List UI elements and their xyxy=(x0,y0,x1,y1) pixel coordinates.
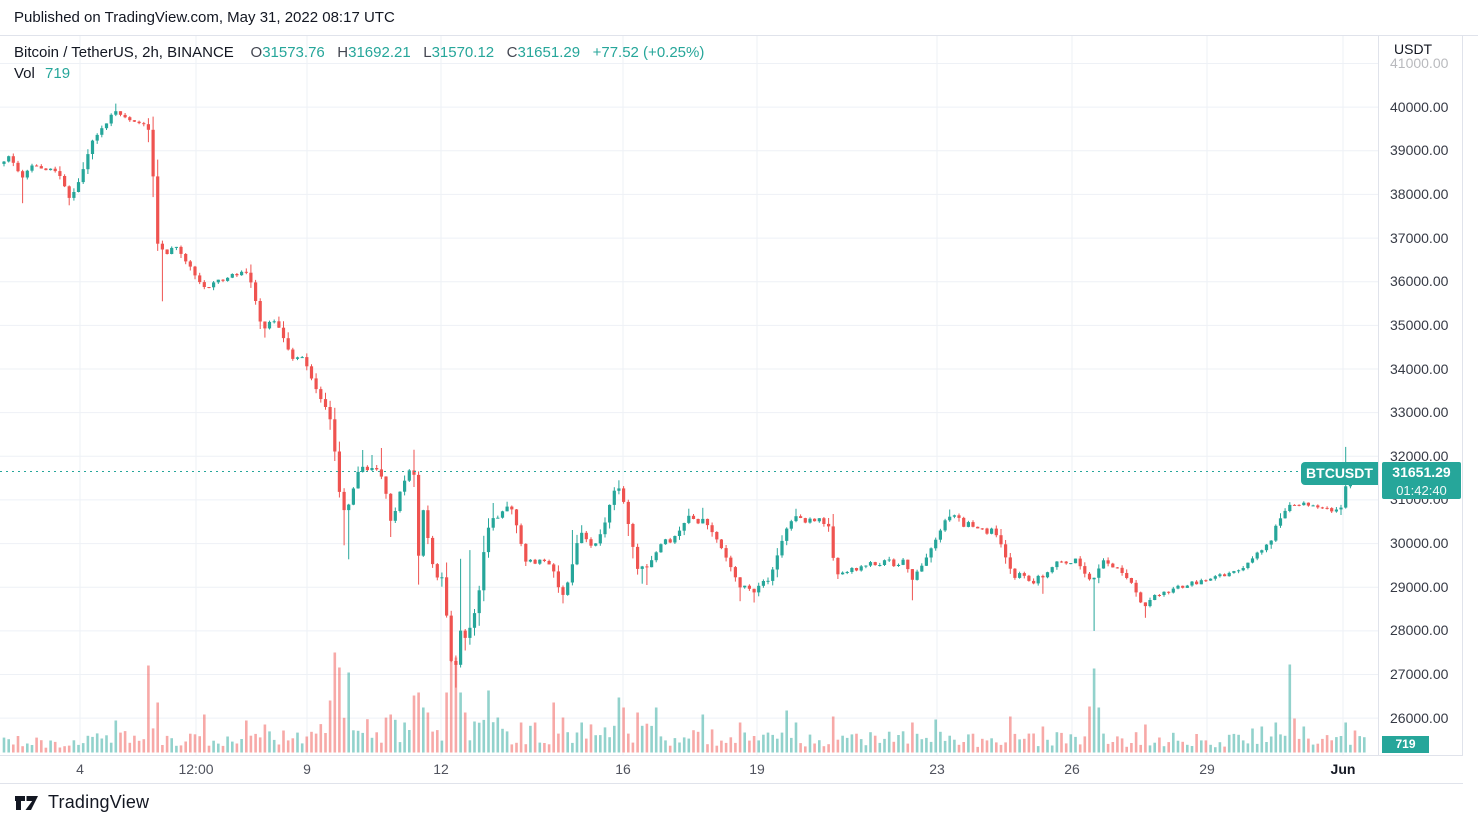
high-label: H xyxy=(337,44,349,61)
price-axis-label: 41000.00 xyxy=(1390,55,1449,71)
published-bar: Published on TradingView.com, May 31, 20… xyxy=(0,0,1478,35)
time-axis-label: 12:00 xyxy=(178,761,214,777)
price-axis-label: 27000.00 xyxy=(1390,666,1449,682)
time-axis-label: 9 xyxy=(303,761,311,777)
price-axis-label: 33000.00 xyxy=(1390,404,1449,421)
vol-value: 719 xyxy=(45,65,71,82)
chart-legend[interactable]: Bitcoin / TetherUS, 2h, BINANCE O31573.7… xyxy=(14,44,704,61)
price-axis-label: 34000.00 xyxy=(1390,360,1449,377)
price-axis-label: 29000.00 xyxy=(1390,578,1449,595)
time-axis-label: 16 xyxy=(615,761,631,777)
price-axis-panel[interactable]: USDT 41000.00 40000.00 39000.00 38000.00 370… xyxy=(1378,35,1464,783)
time-axis-label: 19 xyxy=(749,761,765,777)
price-axis-label: 40000.00 xyxy=(1390,98,1449,115)
low-label: L xyxy=(423,44,432,61)
volume-legend[interactable]: Vol 719 xyxy=(14,65,70,82)
price-axis-label: 38000.00 xyxy=(1390,185,1449,202)
volume-series xyxy=(2,652,1366,753)
time-axis-label: 12 xyxy=(433,761,449,777)
tradingview-watermark[interactable]: TradingView xyxy=(14,792,149,813)
time-axis-label: 23 xyxy=(929,761,945,777)
close-label: C xyxy=(506,44,518,61)
price-axis-label: 36000.00 xyxy=(1390,273,1449,290)
time-axis-label: 26 xyxy=(1064,761,1080,777)
open-label: O xyxy=(250,44,263,61)
price-axis-label: 37000.00 xyxy=(1390,229,1449,246)
candlestick-series xyxy=(2,103,1366,688)
close-value: 31651.29 xyxy=(517,44,581,61)
bar-countdown: 01:42:40 xyxy=(1396,483,1447,498)
high-value: 31692.21 xyxy=(348,44,411,61)
price-axis-label: 35000.00 xyxy=(1390,316,1449,333)
price-axis-label: 28000.00 xyxy=(1390,622,1449,639)
time-axis-label: 4 xyxy=(76,761,84,777)
price-axis-label: 39000.00 xyxy=(1390,142,1449,159)
symbol-title[interactable]: Bitcoin / TetherUS, 2h, BINANCE xyxy=(14,44,234,61)
time-axis-label: Jun xyxy=(1330,761,1356,777)
watermark-text: TradingView xyxy=(48,792,150,812)
published-text: Published on TradingView.com, May 31, 20… xyxy=(14,9,395,26)
time-axis-label: 29 xyxy=(1199,761,1215,777)
symbol-price-label: BTCUSDT xyxy=(1301,462,1378,485)
volume-axis-badge: 719 xyxy=(1382,736,1429,753)
tradingview-logo-icon xyxy=(15,795,38,810)
price-axis-label: 30000.00 xyxy=(1390,535,1449,552)
vol-label: Vol xyxy=(14,65,35,82)
low-value: 31570.12 xyxy=(431,44,495,61)
time-axis[interactable]: 4 12:00 9 12 16 19 23 26 29 Jun xyxy=(0,756,1463,783)
price-axis-label: 32000.00 xyxy=(1390,447,1449,464)
price-axis-label: 26000.00 xyxy=(1390,709,1449,726)
open-value: 31573.76 xyxy=(262,44,325,61)
last-price-badge: 31651.29 01:42:40 xyxy=(1382,462,1461,499)
last-price-value: 31651.29 xyxy=(1392,464,1451,480)
currency-label: USDT xyxy=(1392,41,1435,57)
change-value: +77.52 (+0.25%) xyxy=(592,44,705,61)
